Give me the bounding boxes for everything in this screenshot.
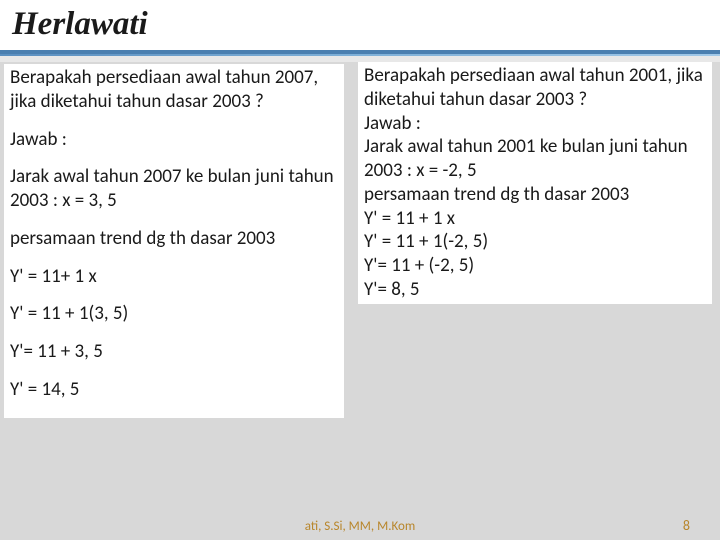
left-distance: Jarak awal tahun 2007 ke bulan juni tahu…	[10, 165, 338, 213]
left-answer-label: Jawab :	[10, 128, 338, 152]
right-answer-label: Jawab :	[364, 112, 706, 136]
left-question: Berapakah persediaan awal tahun 2007, ji…	[10, 66, 338, 114]
slide-body: Berapakah persediaan awal tahun 2007, ji…	[0, 62, 720, 540]
left-line-1: Y' = 11+ 1 x	[10, 265, 338, 289]
right-line-3: Y'= 11 + (-2, 5)	[364, 254, 706, 278]
right-distance: Jarak awal tahun 2001 ke bulan juni tahu…	[364, 135, 706, 183]
left-column: Berapakah persediaan awal tahun 2007, ji…	[4, 64, 344, 418]
right-column: Berapakah persediaan awal tahun 2001, ji…	[358, 62, 712, 304]
right-line-4: Y'= 8, 5	[364, 278, 706, 302]
header-band: Herlawati	[0, 0, 720, 54]
right-line-1: Y' = 11 + 1 x	[364, 207, 706, 231]
right-equation-label: persamaan trend dg th dasar 2003	[364, 183, 706, 207]
footer-credit: ati, S.Si, MM, M.Kom	[305, 519, 416, 534]
author-name: Herlawati	[0, 0, 720, 49]
left-line-3: Y'= 11 + 3, 5	[10, 340, 338, 364]
right-question: Berapakah persediaan awal tahun 2001, ji…	[364, 64, 706, 112]
left-equation-label: persamaan trend dg th dasar 2003	[10, 227, 338, 251]
left-line-4: Y' = 14, 5	[10, 378, 338, 402]
left-line-2: Y' = 11 + 1(3, 5)	[10, 302, 338, 326]
page-number: 8	[683, 517, 690, 534]
right-line-2: Y' = 11 + 1(-2, 5)	[364, 230, 706, 254]
